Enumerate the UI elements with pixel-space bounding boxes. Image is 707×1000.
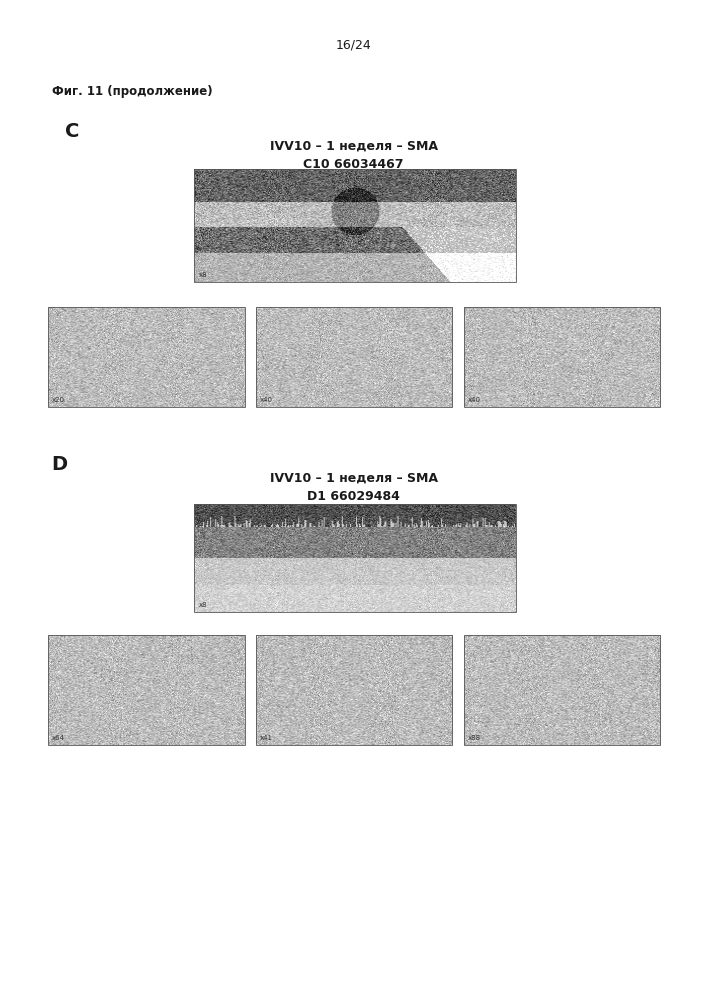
Text: 16/24: 16/24 <box>336 38 371 51</box>
Text: Фиг. 11 (продолжение): Фиг. 11 (продолжение) <box>52 85 212 98</box>
Text: x41: x41 <box>259 735 272 741</box>
Bar <box>194 169 516 282</box>
Text: IVV10 – 1 неделя – SMA: IVV10 – 1 неделя – SMA <box>269 140 438 153</box>
Bar <box>48 635 245 745</box>
Text: x20: x20 <box>52 397 64 403</box>
Text: x8: x8 <box>199 272 207 278</box>
Text: IVV10 – 1 неделя – SMA: IVV10 – 1 неделя – SMA <box>269 472 438 485</box>
Bar <box>48 307 245 407</box>
Bar <box>194 504 516 612</box>
Bar <box>256 635 452 745</box>
Text: x8: x8 <box>199 602 207 608</box>
Text: C10 66034467: C10 66034467 <box>303 158 404 171</box>
Bar <box>256 307 452 407</box>
Text: C: C <box>65 122 79 141</box>
Text: D1 66029484: D1 66029484 <box>307 490 400 503</box>
Text: x64: x64 <box>52 735 64 741</box>
Text: x40: x40 <box>467 397 480 403</box>
Text: D: D <box>52 455 68 474</box>
Text: x88: x88 <box>467 735 481 741</box>
Text: x40: x40 <box>259 397 272 403</box>
Bar <box>464 635 660 745</box>
Bar <box>464 307 660 407</box>
